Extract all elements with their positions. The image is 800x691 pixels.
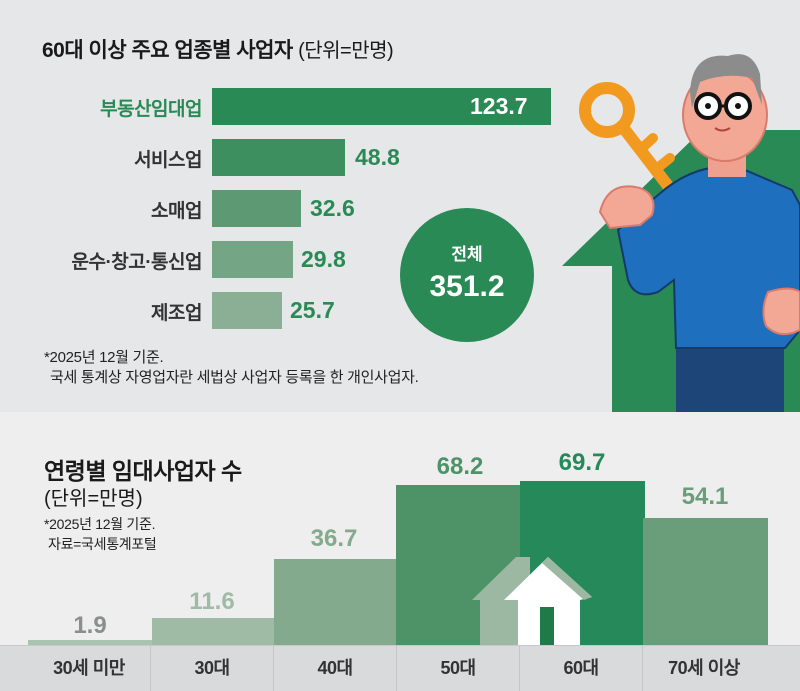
hbar-value: 123.7 [470,93,528,119]
hbar-transport [212,241,293,278]
vbar-30s [152,618,274,645]
vbar-value: 69.7 [558,449,606,476]
x-axis: 30세 미만 30대 40대 50대 60대 70세 이상 [0,645,800,691]
vbar-value: 54.1 [681,483,729,510]
vbar-value: 36.7 [310,525,358,552]
hbar-value: 32.6 [310,195,355,221]
total-label: 전체 [451,245,483,264]
hbar-value: 25.7 [290,297,335,323]
hbar-value: 29.8 [301,246,346,272]
vbar-under-30 [28,640,152,645]
vbar-value: 68.2 [436,453,484,480]
man-with-key-illustration [562,54,800,412]
axis-label: 30대 [151,646,274,691]
axis-label: 50대 [397,646,520,691]
house-icon [472,557,592,645]
top-chart-title: 60대 이상 주요 업종별 사업자 (단위=만명) [42,39,394,62]
bottom-note: *2025년 12월 기준. 자료=국세통계포털 [44,516,157,552]
hbar-label: 소매업 [151,201,202,222]
hbar-real-estate [212,88,551,125]
hbar-value: 48.8 [355,144,400,170]
hbar-label: 서비스업 [134,150,202,171]
hbar-label: 운수·창고·통신업 [71,252,202,273]
vbar-40s [274,559,396,645]
total-circle: 전체 351.2 [400,208,534,342]
hbar-label: 부동산임대업 [100,99,202,120]
axis-label: 60대 [520,646,643,691]
vbar-70-plus [643,518,768,645]
top-note: *2025년 12월 기준. 국세 통계상 자영업자란 세법상 사업자 등록을 … [44,349,419,386]
hbar-retail [212,190,301,227]
axis-label: 30세 미만 [28,646,151,691]
person-icon [598,54,800,412]
total-value: 351.2 [429,270,505,303]
bottom-chart-title: 연령별 임대사업자 수 [44,458,242,484]
hbar-label: 제조업 [151,303,202,324]
key-icon [579,82,681,201]
hbar-service [212,139,345,176]
axis-label: 70세 이상 [668,658,740,678]
vbar-value: 1.9 [73,612,107,639]
hbar-manufacturing [212,292,282,329]
vbar-value: 11.6 [189,588,235,615]
axis-label: 40대 [274,646,397,691]
bottom-chart-unit: (단위=만명) [44,488,143,510]
